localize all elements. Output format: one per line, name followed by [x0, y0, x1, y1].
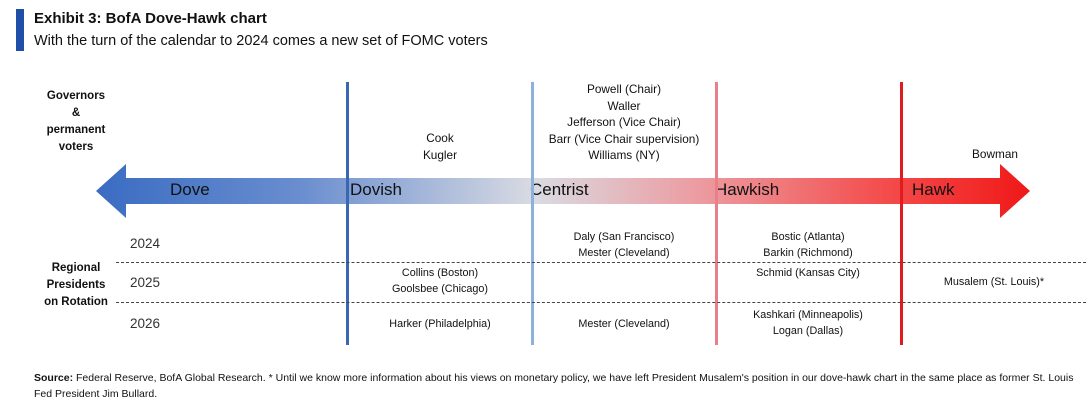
regional-presidents-label: Regional Presidents on Rotation	[44, 262, 108, 308]
rotation-2025-hawk: Musalem (St. Louis)*	[904, 274, 1084, 290]
rotation-2026-centrist: Mester (Cleveland)	[534, 316, 714, 332]
divider-hawkish	[715, 82, 718, 345]
member-name: Collins (Boston)	[401, 267, 479, 279]
rotation-2024-centrist: Daly (San Francisco) Mester (Cleveland)	[534, 229, 714, 261]
source-note: Source: Federal Reserve, BofA Global Res…	[34, 370, 1079, 402]
member-name: Waller	[607, 98, 641, 113]
rotation-2024-hawkish: Bostic (Atlanta) Barkin (Richmond)	[718, 229, 898, 261]
member-name: Barr (Vice Chair supervision)	[548, 131, 700, 146]
member-name: Musalem (St. Louis)*	[943, 276, 1045, 288]
divider-hawk	[900, 82, 903, 345]
exhibit-title: Exhibit 3: BofA Dove-Hawk chart	[34, 10, 267, 27]
divider-dovish	[346, 82, 349, 345]
member-name: Mester (Cleveland)	[578, 247, 670, 259]
governors-label: Governors & permanent voters	[46, 90, 106, 153]
rotation-2025-dovish: Collins (Boston) Goolsbee (Chicago)	[350, 265, 530, 297]
year-2026: 2026	[130, 316, 161, 331]
category-dovish: Dovish	[350, 180, 402, 199]
member-name: Schmid (Kansas City)	[756, 267, 860, 279]
exhibit-subtitle: With the turn of the calendar to 2024 co…	[34, 33, 488, 49]
member-name: Kashkari (Minneapolis)	[753, 309, 863, 321]
row-separator-2024-2025	[116, 262, 1086, 263]
member-name: Jefferson (Vice Chair)	[567, 115, 681, 129]
member-name: Daly (San Francisco)	[573, 231, 675, 243]
category-centrist: Centrist	[530, 180, 589, 199]
member-name: Cook	[426, 131, 454, 145]
row-separator-2025-2026	[116, 302, 1086, 303]
member-name: Kugler	[422, 147, 458, 162]
member-name: Mester (Cleveland)	[578, 318, 670, 330]
governors-dovish: Cook Kugler	[380, 130, 500, 163]
member-name: Goolsbee (Chicago)	[391, 283, 489, 295]
category-dove: Dove	[170, 180, 210, 199]
member-name: Barkin (Richmond)	[763, 247, 853, 259]
year-2025: 2025	[130, 275, 161, 290]
member-name: Logan (Dallas)	[772, 325, 844, 337]
governors-centrist: Powell (Chair) Waller Jefferson (Vice Ch…	[534, 81, 714, 164]
source-text: Federal Reserve, BofA Global Research. *…	[34, 372, 1074, 400]
category-hawkish: Hawkish	[715, 180, 780, 199]
member-name: Williams (NY)	[588, 148, 660, 162]
member-name: Harker (Philadelphia)	[389, 318, 491, 330]
rotation-2026-hawkish: Kashkari (Minneapolis) Logan (Dallas)	[718, 307, 898, 339]
member-name: Bostic (Atlanta)	[771, 231, 845, 243]
title-accent-bar	[16, 9, 24, 51]
divider-centrist	[531, 82, 534, 345]
dove-hawk-arrow	[96, 164, 1030, 218]
member-name: Powell (Chair)	[586, 82, 662, 96]
source-label: Source:	[34, 372, 74, 384]
rotation-2026-dovish: Harker (Philadelphia)	[350, 316, 530, 332]
rotation-2025-hawkish: Schmid (Kansas City)	[718, 265, 898, 281]
governors-hawk: Bowman	[940, 146, 1050, 163]
year-2024: 2024	[130, 236, 161, 251]
member-name: Bowman	[972, 147, 1018, 161]
category-hawk: Hawk	[912, 180, 955, 199]
